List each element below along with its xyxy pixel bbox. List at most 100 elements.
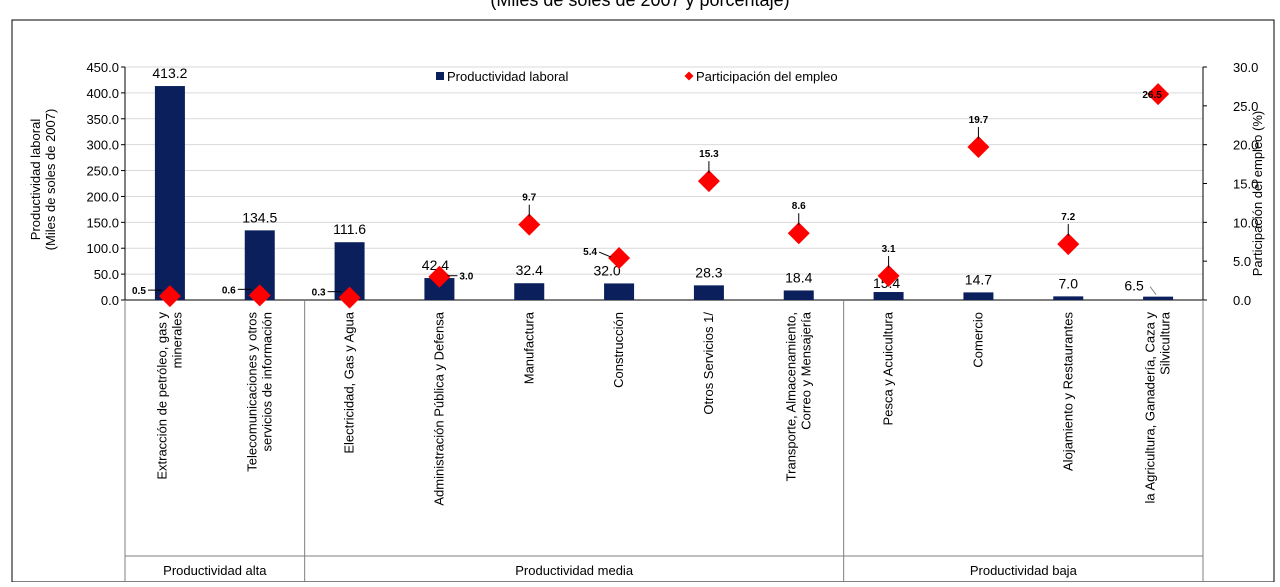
bar-label-leader bbox=[1149, 286, 1157, 295]
category-label: Alojamiento y Restaurantes bbox=[1060, 312, 1075, 471]
employment-point bbox=[608, 247, 631, 270]
employment-data-label: 5.4 bbox=[583, 247, 597, 258]
y-left-tick-label: 0.0 bbox=[101, 293, 119, 308]
y-left-axis-title-line: Productividad laboral bbox=[28, 119, 43, 241]
bar-data-label: 111.6 bbox=[333, 221, 366, 237]
employment-data-label: 19.7 bbox=[969, 115, 989, 126]
employment-point bbox=[1147, 83, 1170, 106]
category-label-line: Extracción de petróleo, gas y bbox=[154, 312, 169, 480]
group-label: Productividad alta bbox=[163, 563, 267, 578]
employment-data-label: 3.0 bbox=[459, 272, 473, 283]
y-right-tick-label: 25.0 bbox=[1233, 99, 1258, 114]
category-labels: Extracción de petróleo, gas yminerales Te… bbox=[154, 311, 1172, 505]
employment-data-label: 26.5 bbox=[1142, 90, 1162, 101]
y-right-axis-title: Participación del empleo (%) bbox=[1250, 111, 1265, 276]
bar-data-label: 28.3 bbox=[695, 264, 722, 280]
bar bbox=[1143, 296, 1174, 300]
employment-point bbox=[158, 285, 181, 308]
category-label-line: Alojamiento y Restaurantes bbox=[1060, 312, 1075, 471]
y-left-tick-label: 150.0 bbox=[86, 215, 119, 230]
y-left-axis-title-line: (Miles de soles de 2007) bbox=[43, 109, 58, 251]
category-label-line: Silvicultura bbox=[1158, 311, 1173, 375]
gridlines bbox=[125, 66, 1203, 275]
category-label-line: Telecomunicaciones y otros bbox=[244, 312, 259, 472]
group-label: Productividad media bbox=[515, 563, 634, 578]
category-label-line: servicios de información bbox=[259, 312, 274, 451]
bar-data-label: 32.0 bbox=[593, 262, 620, 278]
category-label-line: Transporte, Almacenamiento, bbox=[783, 312, 798, 481]
legend-swatch-diamond bbox=[684, 71, 694, 81]
category-label: Comercio bbox=[970, 312, 985, 368]
category-label: Extracción de petróleo, gas yminerales bbox=[154, 312, 184, 480]
category-label-line: Otros Servicios 1/ bbox=[701, 312, 716, 415]
employment-label-leader bbox=[598, 251, 612, 258]
category-label: Electricidad, Gas y Agua bbox=[342, 311, 357, 453]
legend-label: Participación del empleo bbox=[696, 69, 838, 84]
bar-data-label: 14.7 bbox=[965, 271, 992, 287]
legend-swatch-bar bbox=[436, 72, 444, 80]
y-left-tick-label: 200.0 bbox=[86, 189, 119, 204]
category-label: Manufactura bbox=[521, 311, 536, 384]
category-label-line: Manufactura bbox=[521, 311, 536, 384]
category-label-line: Construcción bbox=[611, 312, 626, 388]
category-label-line: Correo y Mensajería bbox=[798, 311, 813, 430]
employment-point bbox=[787, 222, 810, 245]
legend: Productividad laboral Participación del e… bbox=[436, 69, 838, 84]
bar bbox=[783, 290, 814, 300]
y-left-tick-label: 300.0 bbox=[86, 138, 119, 153]
bar-data-label: 6.5 bbox=[1124, 278, 1144, 294]
bar-data-label: 32.4 bbox=[516, 262, 543, 278]
category-label-line: Comercio bbox=[970, 312, 985, 368]
bar bbox=[693, 285, 724, 300]
y-left-tick-label: 400.0 bbox=[86, 86, 119, 101]
employment-point bbox=[518, 213, 541, 236]
employment-point bbox=[1057, 233, 1080, 256]
bar-data-label: 7.0 bbox=[1059, 275, 1079, 291]
bar bbox=[604, 283, 635, 300]
y-right-tick-label: 5.0 bbox=[1233, 254, 1251, 269]
category-label: Administración Pública y Defensa bbox=[431, 311, 446, 505]
category-label-line: la Agricultura, Ganadería, Caza y bbox=[1143, 312, 1158, 504]
y-right-tick-label: 15.0 bbox=[1233, 177, 1258, 192]
bar-series bbox=[154, 86, 1174, 300]
employment-point bbox=[248, 284, 271, 307]
y-right-tick-label: 10.0 bbox=[1233, 215, 1258, 230]
employment-point bbox=[967, 135, 990, 158]
bar bbox=[154, 86, 185, 300]
y-right-tick-label: 20.0 bbox=[1233, 138, 1258, 153]
group-labels: Productividad alta Productividad media Pro… bbox=[163, 563, 1077, 578]
y-left-tick-label: 50.0 bbox=[94, 267, 119, 282]
bar bbox=[873, 292, 904, 300]
employment-data-label: 9.7 bbox=[522, 193, 536, 204]
axes: 0.0 50.0 100.0 150.0 200.0 250.0 300.0 350.0 400… bbox=[28, 60, 1265, 582]
employment-data-label: 0.6 bbox=[222, 285, 236, 296]
legend-label: Productividad laboral bbox=[447, 69, 569, 84]
category-label: Telecomunicaciones y otrosservicios de i… bbox=[244, 312, 274, 472]
bar bbox=[424, 278, 455, 300]
bar bbox=[963, 292, 994, 300]
y-left-tick-label: 450.0 bbox=[86, 60, 119, 75]
employment-data-labels: 0.5 0.6 0.3 3.0 9.7 5.4 15.3 8.6 3.1 19.7 7.2 26.5 bbox=[132, 90, 1162, 298]
category-label-line: Electricidad, Gas y Agua bbox=[342, 311, 357, 453]
bar bbox=[514, 283, 545, 300]
bar-data-label: 134.5 bbox=[242, 209, 277, 225]
employment-series bbox=[158, 83, 1170, 309]
bar-data-label: 413.2 bbox=[152, 65, 187, 81]
group-label: Productividad baja bbox=[970, 563, 1078, 578]
y-left-tick-label: 100.0 bbox=[86, 241, 119, 256]
employment-data-label: 8.6 bbox=[792, 201, 806, 212]
employment-data-label: 7.2 bbox=[1061, 212, 1075, 223]
category-label: Pesca y Acuicultura bbox=[881, 311, 896, 425]
category-label: la Agricultura, Ganadería, Caza ySilvicu… bbox=[1143, 311, 1173, 503]
chart-frame bbox=[11, 19, 1275, 583]
y-left-tick-label: 250.0 bbox=[86, 164, 119, 179]
employment-point bbox=[877, 264, 900, 287]
y-left-axis-title: Productividad laboral(Miles de soles de … bbox=[28, 109, 58, 251]
bar-data-label: 18.4 bbox=[785, 269, 812, 285]
employment-point bbox=[428, 265, 451, 288]
y-left-tick-label: 350.0 bbox=[86, 112, 119, 127]
employment-data-label: 0.3 bbox=[312, 288, 326, 299]
y-right-tick-label: 0.0 bbox=[1233, 293, 1251, 308]
